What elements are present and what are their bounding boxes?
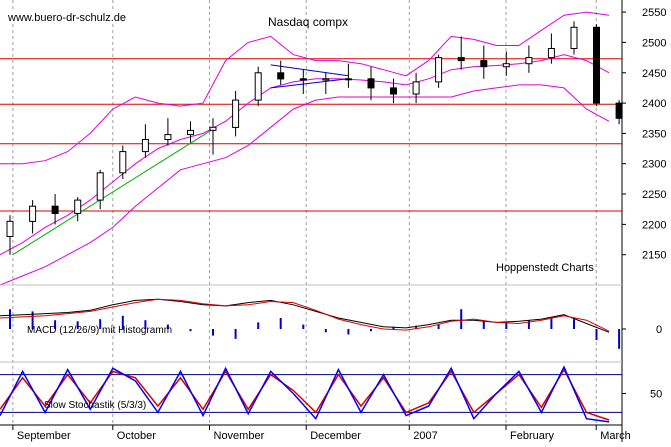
candle-body	[593, 26, 600, 104]
candle	[209, 118, 217, 155]
source-label[interactable]: www.buero-dr-schulz.de	[7, 12, 126, 24]
candle	[164, 118, 172, 146]
price-tick-label: 2200	[642, 219, 666, 231]
price-tick-label: 2450	[642, 68, 666, 80]
stochastic-title: Slow Stochastik (5/3/3)	[44, 400, 146, 411]
candle	[412, 72, 420, 104]
x-tick-label: February	[510, 430, 555, 442]
candle-body	[6, 220, 14, 238]
price-tick-label: 2250	[642, 189, 666, 201]
price-tick-label: 2550	[642, 7, 666, 19]
candle	[457, 36, 465, 70]
candle	[119, 145, 127, 179]
candle	[254, 66, 262, 107]
candle-body	[254, 72, 262, 101]
x-tick-label: 2007	[413, 430, 437, 442]
x-tick-label: September	[17, 430, 71, 442]
candle-body	[435, 57, 443, 83]
candle	[141, 124, 149, 158]
candle	[390, 78, 397, 104]
price-title: Nasdaq compx	[268, 15, 348, 29]
candle-body	[322, 78, 330, 81]
candle-body	[344, 78, 352, 81]
stochastic-d-line	[0, 368, 610, 421]
candle-body	[299, 78, 307, 81]
candle	[547, 33, 555, 64]
price-panel	[0, 11, 623, 286]
label-layer: www.buero-dr-schulz.de Nasdaq compx Hopp…	[2, 10, 594, 411]
candle-body	[209, 126, 217, 131]
stochastic-tick-label: 50	[650, 389, 662, 401]
candle	[502, 51, 510, 76]
candle	[480, 45, 488, 79]
price-tick-label: 2150	[642, 250, 666, 262]
candle-body	[615, 102, 623, 119]
candle-body	[141, 139, 149, 153]
bollinger-lower	[0, 84, 610, 286]
macd-panel	[0, 298, 621, 349]
candle	[525, 45, 533, 73]
candle-body	[457, 57, 465, 62]
candle	[74, 197, 82, 222]
candle-body	[367, 78, 375, 89]
price-tick-label: 2500	[642, 37, 666, 49]
candle	[570, 21, 578, 55]
macd-line	[0, 298, 610, 333]
candle-body	[390, 87, 397, 95]
price-tick-label: 2300	[642, 159, 666, 171]
x-tick-label: October	[117, 430, 156, 442]
stochastic-k-line	[0, 365, 610, 423]
watermark: Hoppenstedt Charts	[496, 262, 594, 274]
candle-body	[502, 63, 510, 68]
candle-body	[525, 57, 533, 65]
candle-body	[51, 205, 59, 214]
grid-layer	[12, 0, 597, 425]
candle	[51, 194, 59, 225]
candle	[367, 66, 375, 101]
stochastic-panel	[0, 365, 622, 423]
price-tick-label: 2350	[642, 128, 666, 140]
candle	[96, 169, 104, 210]
candle	[29, 200, 37, 234]
x-tick-label: December	[310, 430, 361, 442]
candle-body	[480, 60, 488, 68]
x-tick-label: March	[600, 430, 631, 442]
candle	[299, 69, 307, 94]
candle-body	[74, 199, 82, 214]
candle-body	[96, 172, 104, 201]
x-tick-label: November	[214, 430, 265, 442]
trendline-blue	[270, 64, 349, 77]
macd-signal-line	[0, 298, 610, 332]
candle	[6, 215, 14, 255]
source-label-box	[2, 10, 139, 24]
candle-body	[119, 151, 127, 174]
candle	[593, 24, 600, 107]
bollinger-upper	[0, 11, 610, 165]
candle	[187, 121, 194, 143]
candle-body	[570, 26, 578, 49]
price-tick-label: 2400	[642, 98, 666, 110]
candle-body	[29, 205, 37, 222]
candle	[435, 54, 443, 88]
candle-body	[232, 99, 240, 128]
macd-tick-label: 0	[656, 324, 662, 336]
candle-body	[277, 72, 285, 80]
candle	[322, 72, 330, 94]
trendline-blue	[270, 78, 349, 89]
trendline-green	[12, 126, 217, 256]
candle	[277, 60, 285, 85]
candle-body	[164, 134, 172, 141]
candle	[232, 91, 240, 137]
macd-title: MACD (12/26/9) mit Histogramm	[27, 325, 172, 336]
candle-body	[412, 81, 420, 95]
candle	[344, 63, 352, 88]
candle-body	[187, 129, 194, 136]
candle-body	[547, 48, 555, 59]
